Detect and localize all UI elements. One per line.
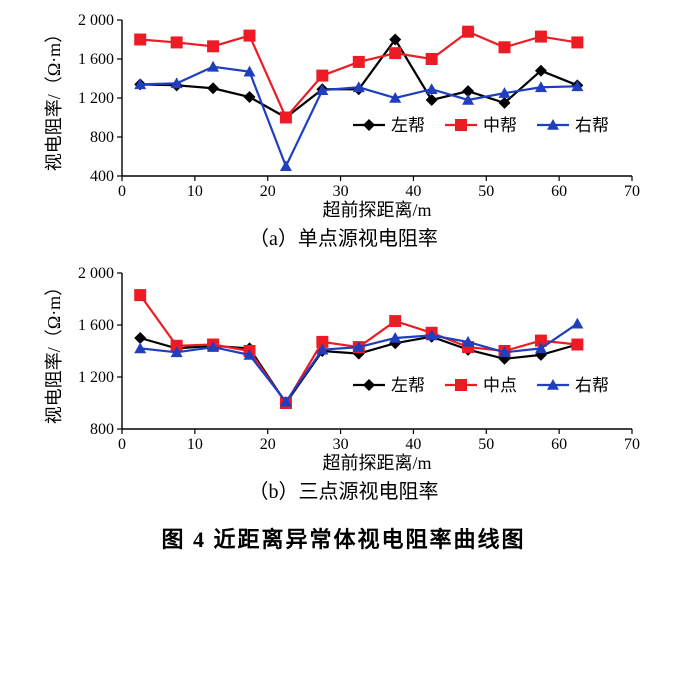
svg-text:50: 50 bbox=[478, 436, 494, 453]
svg-text:40: 40 bbox=[405, 183, 421, 200]
svg-text:超前探距离/m: 超前探距离/m bbox=[322, 200, 431, 220]
svg-text:2 000: 2 000 bbox=[78, 12, 114, 29]
chart-a: 0 10 20 30 40 50 60 70 400 800 1 200 1 600 2 000 超前探距… bbox=[44, 10, 644, 220]
svg-text:视电阻率/（Ω·m）: 视电阻率/（Ω·m） bbox=[44, 278, 64, 424]
svg-text:70: 70 bbox=[624, 436, 640, 453]
chart-a-subcaption: （a）单点源视电阻率 bbox=[0, 222, 687, 251]
figure-caption: 图 4 近距离异常体视电阻率曲线图 bbox=[0, 522, 687, 554]
svg-text:30: 30 bbox=[332, 183, 348, 200]
svg-text:中帮: 中帮 bbox=[483, 116, 517, 135]
svg-text:20: 20 bbox=[259, 436, 275, 453]
svg-text:800: 800 bbox=[90, 421, 114, 438]
svg-text:1 200: 1 200 bbox=[78, 90, 114, 107]
svg-text:右帮: 右帮 bbox=[575, 376, 609, 395]
svg-text:左帮: 左帮 bbox=[391, 116, 425, 135]
svg-text:2 000: 2 000 bbox=[78, 265, 114, 282]
svg-text:40: 40 bbox=[405, 436, 421, 453]
svg-text:0: 0 bbox=[118, 436, 126, 453]
svg-text:10: 10 bbox=[186, 183, 202, 200]
svg-text:60: 60 bbox=[551, 183, 567, 200]
svg-text:1 600: 1 600 bbox=[78, 317, 114, 334]
svg-text:400: 400 bbox=[90, 168, 114, 185]
svg-text:20: 20 bbox=[259, 183, 275, 200]
svg-text:70: 70 bbox=[624, 183, 640, 200]
svg-text:超前探距离/m: 超前探距离/m bbox=[322, 453, 431, 473]
chart-b: 0 10 20 30 40 50 60 70 800 1 200 1 600 2 000 超前探距离/m… bbox=[44, 263, 644, 473]
svg-text:中点: 中点 bbox=[483, 376, 517, 395]
svg-text:右帮: 右帮 bbox=[575, 116, 609, 135]
svg-text:0: 0 bbox=[118, 183, 126, 200]
chart-b-subcaption: （b）三点源视电阻率 bbox=[0, 475, 687, 504]
svg-text:视电阻率/（Ω·m）: 视电阻率/（Ω·m） bbox=[44, 25, 64, 171]
svg-text:60: 60 bbox=[551, 436, 567, 453]
svg-text:1 200: 1 200 bbox=[78, 369, 114, 386]
svg-text:800: 800 bbox=[90, 129, 114, 146]
svg-text:1 600: 1 600 bbox=[78, 51, 114, 68]
svg-text:50: 50 bbox=[478, 183, 494, 200]
svg-text:30: 30 bbox=[332, 436, 348, 453]
svg-text:左帮: 左帮 bbox=[391, 376, 425, 395]
svg-text:10: 10 bbox=[186, 436, 202, 453]
